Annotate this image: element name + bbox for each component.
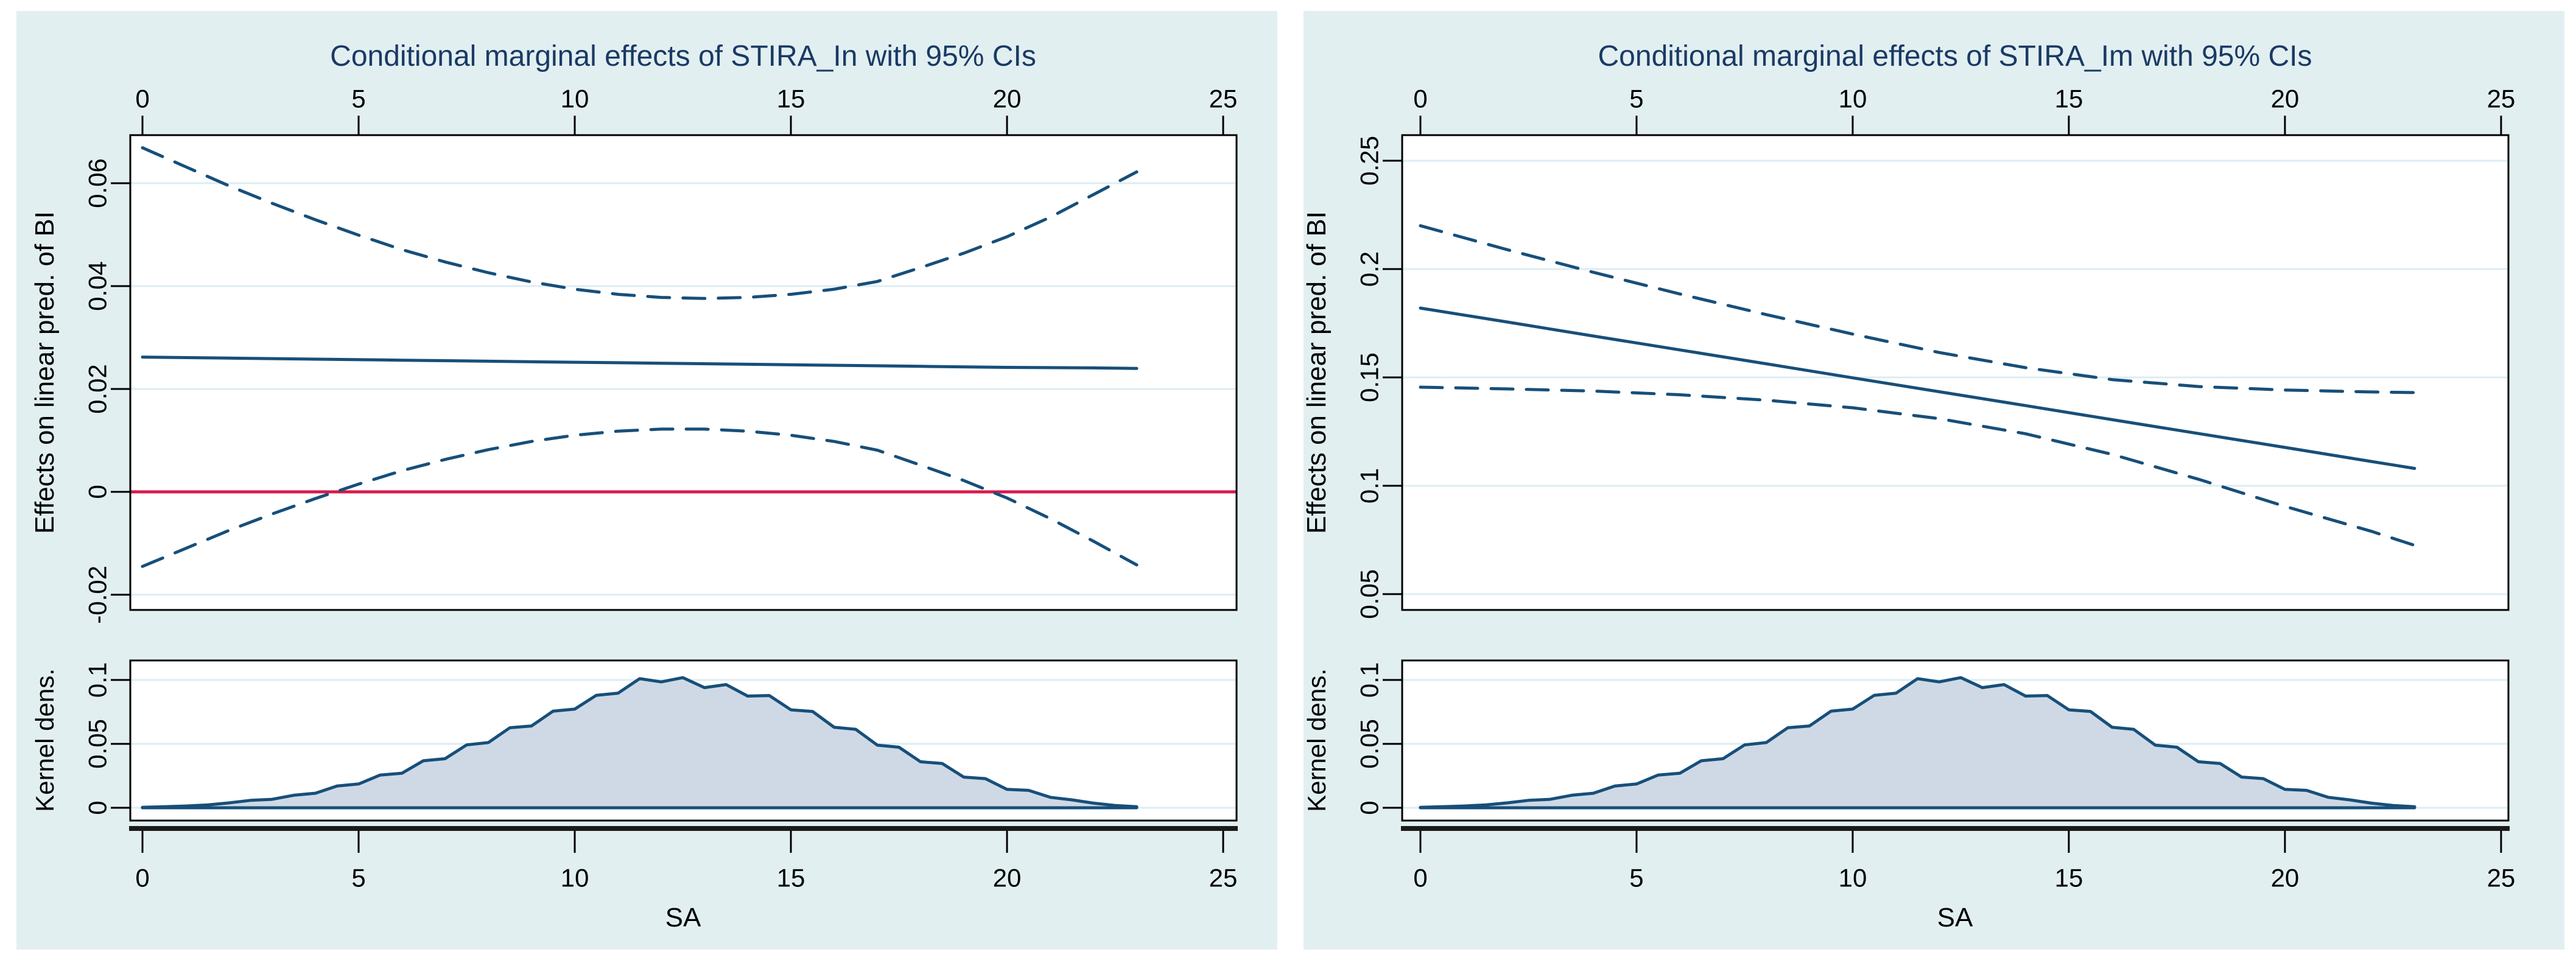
chart-left-kernel-axis-title: Kernel dens. <box>30 668 59 812</box>
main-plot-area <box>1402 135 2508 610</box>
marginal_effect-line <box>141 355 1139 370</box>
upper_95ci-line <box>1419 224 2416 394</box>
kernel-density-area <box>141 676 1139 810</box>
kernel-plot-border <box>1401 659 2510 822</box>
top-x-tick-label: 15 <box>2055 85 2083 113</box>
bottom-x-tick-label: 0 <box>135 864 149 892</box>
main-y-tick-label: -0.02 <box>83 566 112 624</box>
chart-left-title: Conditional marginal effects of STIRA_In… <box>330 40 1036 72</box>
top-x-tick-label: 0 <box>135 85 149 113</box>
main-y-tick-label: 0.1 <box>1355 468 1384 503</box>
main-y-tick-label: 0 <box>83 485 112 499</box>
main-plot-border <box>1401 134 2510 611</box>
chart-right-kernel-axis-title: Kernel dens. <box>1302 668 1331 812</box>
main-y-tick-label: 0.2 <box>1355 251 1384 287</box>
top-x-tick-label: 25 <box>2487 85 2516 113</box>
main-y-tick-label: 0.02 <box>83 364 112 414</box>
bottom-x-tick-label: 5 <box>1629 864 1643 892</box>
top-x-tick-label: 25 <box>1209 85 1238 113</box>
static-labels: Conditional marginal effects of STIRA_In… <box>30 40 2312 933</box>
kernel-plot-border <box>129 659 1238 822</box>
top-x-tick-label: 15 <box>777 85 805 113</box>
top-x-tick-label: 5 <box>351 85 365 113</box>
bottom-x-tick-label: 20 <box>2271 864 2300 892</box>
main-plot-area <box>130 135 1237 610</box>
chart-left-x-axis-title: SA <box>665 903 701 933</box>
bottom-x-tick-label: 15 <box>2055 864 2083 892</box>
kernel-y-tick-label: 0.1 <box>83 662 112 698</box>
chart-right-y-axis-title: Effects on linear pred. of BI <box>1302 211 1332 534</box>
chart-right-x-axis-title: SA <box>1937 903 1973 933</box>
bottom-x-tick-label: 25 <box>2487 864 2516 892</box>
kernel-y-tick-label: 0.05 <box>1355 719 1384 769</box>
top-x-tick-label: 10 <box>1839 85 1867 113</box>
main-y-tick-label: 0.06 <box>83 158 112 208</box>
kernel-density-area <box>1419 676 2416 810</box>
main-y-tick-label: 0.04 <box>83 261 112 311</box>
bottom-x-tick-label: 20 <box>993 864 1022 892</box>
main-y-tick-label: 0.15 <box>1355 352 1384 402</box>
top-x-tick-label: 20 <box>993 85 1022 113</box>
bottom-x-tick-label: 0 <box>1413 864 1427 892</box>
top-x-tick-label: 5 <box>1629 85 1643 113</box>
bottom-x-tick-label: 5 <box>351 864 365 892</box>
lower_95ci-line <box>141 427 1139 568</box>
marginal_effect-line <box>1419 306 2416 470</box>
kernel-y-tick-label: 0 <box>1355 800 1384 814</box>
main-y-tick-label: 0.05 <box>1355 569 1384 619</box>
chart-right: 0 5 10 15 20 25 0.05 0.1 0.15 0.2 0.25 0 0.05 0.1 0 5 10… <box>1304 11 2564 950</box>
bottom-x-tick-label: 25 <box>1209 864 1238 892</box>
top-x-tick-label: 10 <box>561 85 589 113</box>
chart-left: 0 5 10 15 20 25 -0.02 0 0.02 0.04 0.06 0 0.05 0.1 0 5 10… <box>16 11 1277 950</box>
chart-right-title: Conditional marginal effects of STIRA_Im… <box>1598 40 2312 72</box>
top-x-tick-label: 20 <box>2271 85 2300 113</box>
bottom-x-tick-label: 15 <box>777 864 805 892</box>
top-x-tick-label: 0 <box>1413 85 1427 113</box>
bottom-x-tick-label: 10 <box>1839 864 1867 892</box>
kernel-y-tick-label: 0.05 <box>83 719 112 769</box>
main-plot-border <box>129 134 1238 611</box>
bottom-x-tick-label: 10 <box>561 864 589 892</box>
upper_95ci-line <box>141 146 1139 300</box>
kernel-y-tick-label: 0 <box>83 800 112 814</box>
chart-left-y-axis-title: Effects on linear pred. of BI <box>30 211 60 534</box>
main-y-tick-label: 0.25 <box>1355 136 1384 186</box>
kernel-y-tick-label: 0.1 <box>1355 662 1384 698</box>
